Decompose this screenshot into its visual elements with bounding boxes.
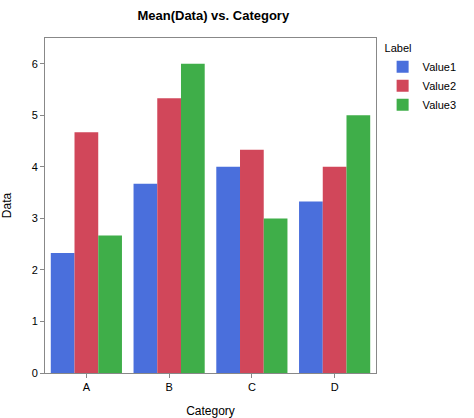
svg-text:B: B bbox=[165, 381, 172, 393]
svg-text:6: 6 bbox=[32, 58, 38, 70]
svg-text:Value3: Value3 bbox=[423, 99, 456, 111]
svg-text:1: 1 bbox=[32, 315, 38, 327]
svg-text:5: 5 bbox=[32, 109, 38, 121]
svg-text:4: 4 bbox=[32, 161, 38, 173]
svg-text:Value2: Value2 bbox=[423, 80, 456, 92]
svg-text:Data: Data bbox=[0, 193, 14, 219]
svg-text:Category: Category bbox=[186, 404, 235, 418]
svg-text:Value1: Value1 bbox=[423, 61, 456, 73]
svg-text:C: C bbox=[248, 381, 256, 393]
svg-text:0: 0 bbox=[32, 367, 38, 379]
svg-text:Mean(Data) vs. Category: Mean(Data) vs. Category bbox=[137, 8, 289, 23]
svg-text:2: 2 bbox=[32, 264, 38, 276]
svg-text:D: D bbox=[331, 381, 339, 393]
svg-text:Label: Label bbox=[385, 42, 412, 54]
svg-text:3: 3 bbox=[32, 212, 38, 224]
svg-text:A: A bbox=[83, 381, 91, 393]
